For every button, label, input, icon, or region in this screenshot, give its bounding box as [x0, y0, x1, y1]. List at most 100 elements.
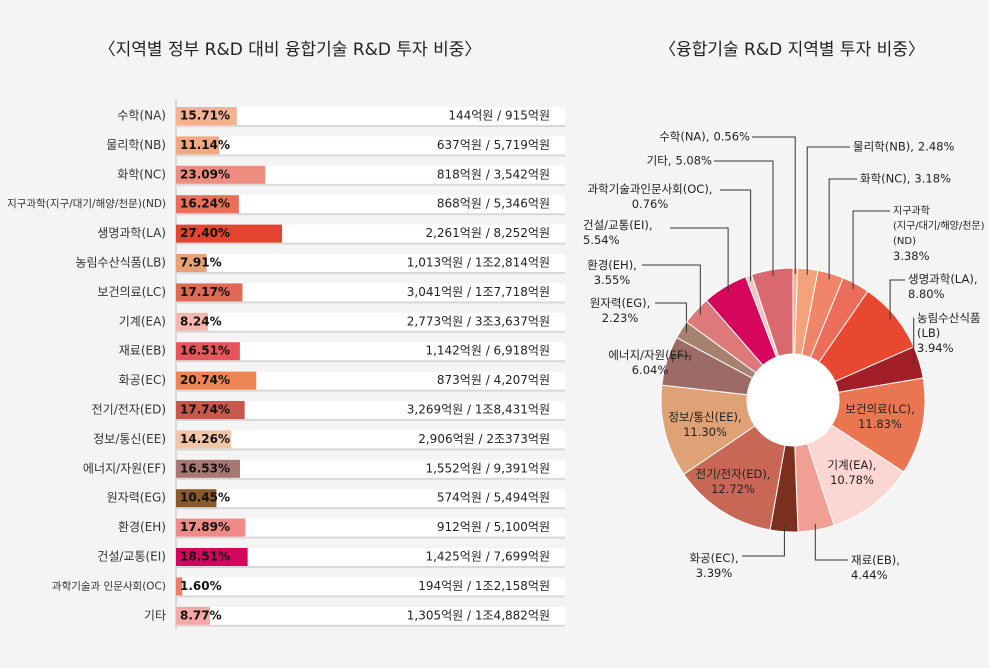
bar	[176, 577, 183, 596]
row-background	[176, 548, 565, 566]
annotation: 818억원 / 3,542억원	[437, 167, 550, 181]
slice-category: 화공(EC),	[689, 551, 739, 565]
bar	[176, 518, 246, 537]
slice-label: 생명과학(LA), 8.80%	[908, 272, 978, 302]
slice-category: 생명과학(LA),	[908, 272, 978, 286]
slice-value: 11.83%	[858, 417, 902, 431]
value-label: 10.45%	[180, 491, 230, 505]
slice-value: 3.18%	[914, 171, 951, 186]
category-label: 수학(NA)	[117, 109, 166, 123]
row-background	[176, 312, 565, 331]
slice-label: 기타, 5.08%	[647, 154, 712, 169]
leader-line	[752, 136, 796, 275]
row-background	[176, 430, 565, 449]
slice-value: 6.04%	[631, 363, 669, 377]
slice-label: 재료(EB), 4.44%	[851, 553, 900, 583]
annotation: 1,552억원 / 9,391억원	[425, 461, 550, 475]
bar-chart-title: 〈지역별 정부 R&D 대비 융합기술 R&D 투자 비중〉	[99, 40, 482, 60]
bar	[176, 254, 207, 272]
slice-value: 0.76%	[631, 197, 669, 211]
slice-value: 8.80%	[908, 287, 945, 301]
slice-label: 정보/통신(EE), 11.30%	[605, 410, 805, 440]
annotation: 2,261억원 / 8,252억원	[425, 226, 550, 240]
leader-line	[655, 302, 687, 333]
category-label: 농림수산식품(LB)	[75, 256, 166, 270]
category-label: 원자력(EG)	[107, 491, 166, 505]
category-label: 물리학(NB)	[106, 138, 166, 152]
slice-category: 수학(NA),	[659, 129, 710, 144]
category-label: 기계(EA)	[119, 314, 166, 328]
annotation: 2,773억원 / 3조3,637억원	[407, 314, 550, 328]
slice-label: 물리학(NB), 2.48%	[853, 140, 954, 155]
value-label: 7.91%	[180, 256, 222, 270]
category-label: 과학기술과 인문사회(OC)	[52, 580, 166, 592]
category-label: 화학(NC)	[117, 167, 166, 181]
annotation: 1,013억원 / 1조2,814억원	[407, 256, 550, 270]
annotation: 868억원 / 5,346억원	[437, 197, 550, 211]
slice-category: 환경(EH),	[587, 258, 637, 272]
value-label: 17.17%	[180, 285, 230, 299]
value-label: 8.24%	[180, 314, 222, 328]
row-background	[176, 577, 565, 596]
category-label: 전기/전자(ED)	[92, 403, 166, 417]
row-background	[176, 342, 565, 361]
slice-category: 원자력(EG),	[589, 296, 651, 310]
category-label: 생명과학(LA)	[97, 226, 166, 240]
slice-label: 수학(NA), 0.56%	[659, 130, 750, 145]
annotation: 3,269억원 / 1조8,431억원	[407, 403, 550, 417]
leader-line	[670, 227, 729, 292]
leader-line	[852, 210, 890, 290]
category-label: 재료(EB)	[119, 344, 166, 358]
slice-label: 지구과학 (지구/대기/해양/천문)(ND) 3.38%	[893, 204, 989, 264]
slice-category: 재료(EB),	[851, 553, 900, 567]
bar	[176, 224, 283, 243]
row-background	[176, 401, 565, 419]
bar	[176, 606, 210, 625]
leader-line	[828, 178, 857, 280]
slice-category: 기타,	[646, 153, 672, 168]
leader-line	[814, 524, 848, 561]
value-label: 16.51%	[180, 344, 230, 358]
row-background	[176, 107, 565, 125]
slice-category: 화학(NC),	[860, 171, 911, 186]
slice-category: 전기/전자(ED),	[695, 467, 771, 481]
slice-value: 2.48%	[917, 139, 955, 154]
value-label: 18.51%	[180, 550, 230, 564]
category-label: 화공(EC)	[119, 373, 166, 387]
bar	[176, 312, 208, 331]
bar	[176, 489, 217, 508]
row-background	[176, 283, 565, 302]
value-label: 17.74%	[180, 403, 230, 417]
bar	[176, 107, 237, 125]
slice-category: 기계(EA),	[827, 458, 877, 472]
value-label: 16.24%	[180, 197, 230, 211]
category-label: 에너지/자원(EF)	[83, 461, 166, 475]
annotation: 574억원 / 5,494억원	[437, 491, 550, 505]
leader-line	[720, 189, 752, 282]
leader-line	[714, 160, 774, 276]
bar	[176, 283, 243, 302]
annotation: 144억원 / 915억원	[448, 109, 550, 123]
annotation: 912억원 / 5,100억원	[437, 520, 550, 534]
slice-category: 보건의료(LC),	[845, 402, 915, 416]
value-label: 8.77%	[180, 608, 222, 622]
value-label: 1.60%	[180, 579, 222, 593]
value-label: 15.71%	[180, 109, 230, 123]
annotation: 1,305억원 / 1조4,882억원	[407, 608, 550, 622]
leader-line	[642, 264, 701, 315]
slice-label: 화학(NC), 3.18%	[860, 172, 951, 187]
value-label: 20.74%	[180, 373, 230, 387]
row-background	[176, 371, 565, 390]
value-label: 16.53%	[180, 461, 230, 475]
slice-value: 12.72%	[711, 482, 755, 496]
annotation: 2,906억원 / 2조373억원	[418, 432, 550, 446]
slice-label: 보건의료(LC), 11.83%	[780, 402, 980, 432]
annotation: 194억원 / 1조2,158억원	[418, 579, 550, 593]
donut-hole	[747, 354, 839, 446]
category-label: 보건의료(LC)	[97, 285, 166, 299]
slice-category: 정보/통신(EE),	[668, 410, 742, 424]
row-background	[176, 489, 565, 508]
value-label: 27.40%	[180, 226, 230, 240]
bar	[176, 430, 232, 449]
